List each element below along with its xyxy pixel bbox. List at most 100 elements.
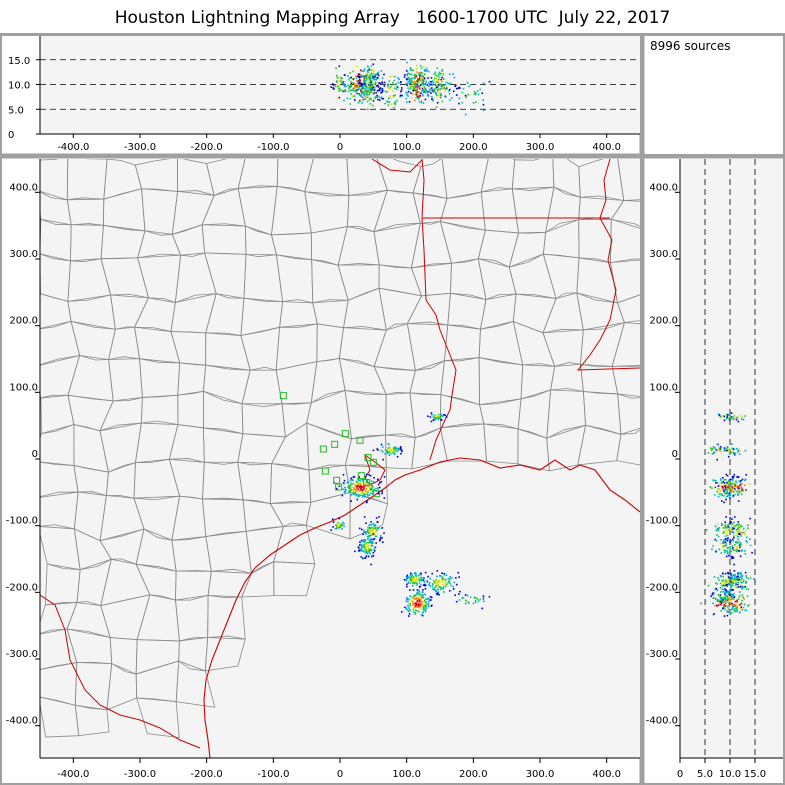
lightning-source-point — [363, 548, 366, 550]
lightning-source-point — [365, 546, 367, 549]
lightning-source-point — [415, 68, 418, 70]
lightning-source-point — [436, 83, 438, 86]
lightning-source-point — [465, 96, 467, 98]
lightning-source-point — [733, 570, 736, 572]
lightning-source-point — [408, 78, 410, 80]
lightning-source-point — [738, 523, 741, 526]
lightning-source-point — [353, 475, 356, 478]
lightning-source-point — [730, 573, 732, 576]
lightning-source-point — [418, 592, 421, 595]
lightning-source-point — [375, 528, 378, 531]
lightning-source-point — [350, 80, 353, 83]
lightning-source-point — [726, 583, 729, 586]
lightning-source-point — [722, 544, 724, 547]
lightning-source-point — [407, 81, 409, 84]
lightning-source-point — [368, 67, 371, 70]
lightning-source-point — [343, 479, 346, 482]
lightning-source-point — [475, 101, 477, 104]
lightning-source-point — [725, 529, 728, 531]
lightning-source-point — [428, 598, 431, 601]
lightning-source-point — [422, 579, 425, 581]
lightning-source-point — [361, 102, 363, 104]
lightning-source-point — [409, 73, 411, 76]
lightning-source-point — [361, 86, 363, 88]
lightning-source-point — [729, 491, 732, 493]
lightning-source-point — [440, 575, 442, 577]
side-y-tick-label: -100.0 — [646, 516, 678, 527]
lightning-source-point — [365, 491, 368, 494]
lightning-source-point — [721, 494, 724, 497]
lightning-source-point — [727, 576, 730, 578]
lightning-source-point — [424, 587, 427, 590]
lightning-source-point — [727, 598, 730, 601]
lightning-source-point — [366, 96, 369, 99]
lightning-source-point — [359, 544, 362, 547]
map-x-tick-label: 400.0 — [592, 769, 621, 780]
lightning-source-point — [719, 448, 722, 450]
lightning-source-point — [744, 552, 747, 555]
lightning-source-point — [424, 605, 427, 608]
lightning-source-point — [369, 540, 372, 543]
lightning-source-point — [423, 601, 425, 604]
lightning-source-point — [722, 546, 724, 549]
map-y-tick-label: 200.0 — [9, 316, 38, 327]
lightning-source-point — [729, 521, 732, 523]
lightning-source-point — [369, 97, 371, 100]
lightning-source-point — [437, 81, 440, 83]
lightning-source-point — [422, 607, 425, 609]
lightning-source-point — [405, 597, 408, 599]
lightning-source-point — [730, 530, 733, 533]
lightning-source-point — [720, 609, 722, 612]
top-x-tick-label: 0 — [337, 142, 343, 153]
lightning-source-point — [426, 94, 429, 97]
lightning-source-point — [364, 531, 367, 534]
county-outline — [650, 322, 684, 365]
lightning-source-point — [425, 82, 427, 84]
lightning-source-point — [369, 539, 372, 542]
county-outline — [617, 393, 640, 435]
lightning-source-point — [365, 87, 367, 89]
lightning-source-point — [348, 77, 351, 80]
lightning-source-point — [370, 482, 373, 485]
lightning-source-point — [374, 488, 376, 490]
lightning-source-point — [371, 555, 373, 558]
lightning-source-point — [733, 414, 736, 417]
lightning-source-point — [734, 454, 736, 456]
lightning-source-point — [378, 89, 380, 91]
lightning-source-point — [407, 87, 409, 90]
lightning-source-point — [358, 73, 361, 76]
lightning-source-point — [352, 492, 354, 495]
lightning-source-point — [371, 486, 374, 488]
lightning-source-point — [411, 584, 414, 587]
lightning-source-point — [739, 481, 742, 483]
lightning-source-point — [424, 70, 426, 72]
station-marker — [321, 467, 329, 475]
lightning-source-point — [430, 412, 433, 414]
lightning-source-point — [361, 70, 363, 73]
lightning-source-point — [715, 551, 718, 554]
lightning-source-point — [393, 106, 395, 109]
lightning-source-point — [331, 83, 334, 85]
lightning-source-point — [719, 490, 722, 492]
lightning-source-point — [445, 86, 448, 89]
lightning-source-point — [337, 97, 339, 100]
lightning-source-point — [448, 73, 451, 76]
lightning-source-point — [733, 595, 736, 598]
lightning-source-point — [434, 586, 437, 589]
lightning-source-point — [730, 575, 733, 577]
county-outline — [610, 218, 640, 264]
lightning-source-point — [736, 550, 739, 553]
lightning-source-point — [374, 527, 377, 530]
lightning-source-point — [747, 577, 750, 580]
lightning-source-point — [714, 447, 717, 449]
lightning-source-point — [332, 87, 334, 89]
lightning-source-point — [358, 81, 361, 84]
lightning-source-point — [388, 96, 391, 98]
lightning-source-point — [737, 586, 740, 588]
lightning-source-point — [343, 482, 345, 485]
lightning-source-point — [753, 577, 755, 580]
lightning-source-point — [715, 598, 717, 600]
lightning-source-point — [337, 79, 339, 82]
lightning-source-point — [746, 536, 748, 539]
lightning-source-point — [353, 87, 356, 90]
